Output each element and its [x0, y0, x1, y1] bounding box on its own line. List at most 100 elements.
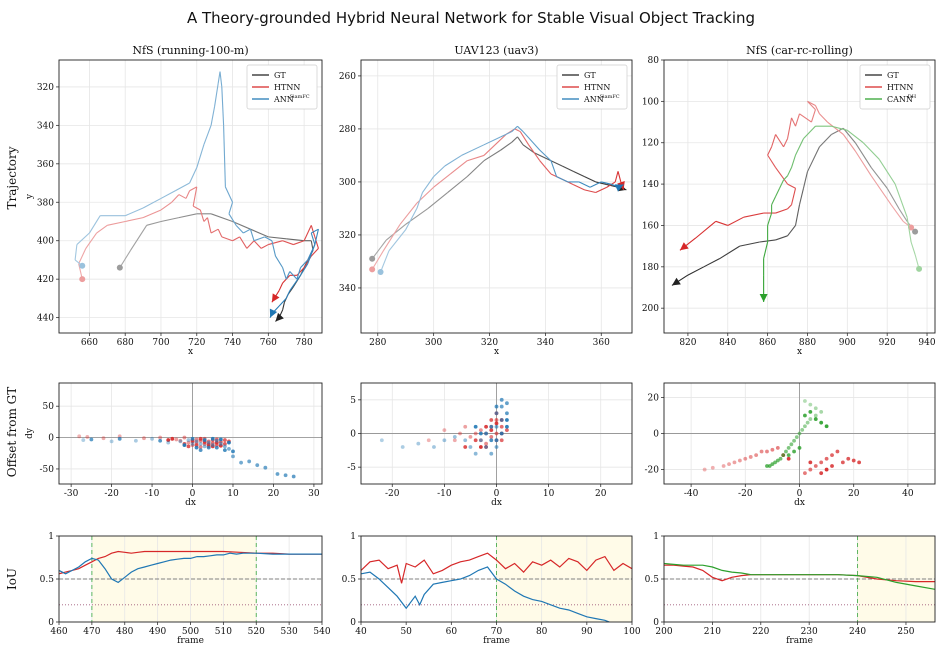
trajectory-segment-htnn — [528, 144, 541, 162]
scatter-point-htnn — [186, 444, 191, 449]
scatter-point-ann — [202, 438, 207, 442]
x-tick-label: 30 — [308, 489, 320, 499]
trajectory-segment-gt — [806, 146, 820, 172]
trajectory-segment-ann — [196, 144, 205, 168]
y-tick-label: 0.5 — [645, 575, 660, 585]
x-tick-label: 50 — [400, 627, 412, 637]
trajectory-segment-htnn — [246, 240, 255, 249]
axes-frame — [58, 59, 323, 334]
y-tick-label: 80 — [648, 56, 660, 66]
scatter-point-htnn — [786, 456, 791, 461]
y-tick-label: 1 — [48, 532, 54, 542]
trajectory-segment-htnn — [842, 134, 856, 152]
scatter-point-htnn — [198, 445, 203, 449]
trajectory-segment-ann — [223, 125, 226, 187]
trajectory-segment-ann — [285, 271, 291, 280]
scatter-point-cann — [797, 431, 802, 436]
trajectory-segment-cann — [771, 196, 777, 206]
trajectory-segment-gt — [511, 136, 518, 143]
trajectory-segment-gt — [561, 165, 574, 172]
scatter-point-htnn — [478, 445, 483, 449]
trajectory-segment-gt — [178, 213, 197, 219]
trajectory-segment-gt — [405, 207, 429, 225]
scatter-point-htnn — [170, 436, 175, 441]
trajectory-segment-htnn — [314, 236, 319, 249]
trajectory-segment-cann — [783, 175, 788, 181]
y-tick-label: 50 — [43, 402, 55, 412]
trajectory-segment-ann — [203, 125, 212, 145]
x-tick-label: -20 — [738, 489, 753, 499]
y-tick-label: 0 — [653, 430, 659, 440]
trajectory-segment-cann — [878, 158, 896, 185]
scatter-point-ann — [478, 431, 483, 436]
scatter-point-ann — [239, 460, 243, 465]
scatter-point-htnn — [857, 460, 862, 465]
trajectory-segment-htnn — [199, 209, 205, 222]
scatter-point-ann — [283, 473, 288, 478]
trajectory-segment-htnn — [775, 134, 785, 148]
trajectory-segment-gt — [886, 187, 900, 210]
trajectory-end-arrow-cann — [759, 293, 768, 302]
trajectory-segment-gt — [775, 235, 788, 241]
trajectory-segment-gt — [371, 239, 387, 260]
y-tick-label: 5 — [350, 396, 356, 406]
trajectory-segment-ann — [224, 186, 234, 203]
trajectory-segment-gt — [870, 167, 888, 189]
y-tick-label: 280 — [339, 125, 356, 135]
trajectory-segment-htnn — [854, 150, 872, 177]
scatter-point-ann — [473, 424, 478, 429]
trajectory-start-gt — [116, 264, 123, 271]
trajectory-segment-ann — [556, 176, 568, 183]
scatter-point-htnn — [484, 424, 488, 429]
trajectory-segment-ann — [416, 192, 423, 209]
trajectory-segment-cann — [862, 142, 880, 160]
legend-label: HTNN — [584, 83, 610, 92]
trajectory-segment-htnn — [787, 204, 792, 210]
trajectory-start-htnn — [908, 224, 915, 231]
trajectory-segment-gt — [550, 160, 563, 167]
x-tick-label: 20 — [268, 489, 280, 499]
legend-label: GT — [887, 71, 899, 80]
trajectory-segment-htnn — [399, 202, 418, 225]
scatter-point-htnn — [489, 428, 494, 433]
scatter-point-ann — [494, 445, 499, 449]
x-axis-label: frame — [483, 636, 510, 646]
trajectory-end-arrow-ann — [614, 184, 624, 192]
x-tick-label: 700 — [152, 338, 169, 348]
legend-label-superscript: DH — [908, 94, 917, 100]
trajectory-segment-ann — [264, 236, 273, 242]
scatter-point-ann — [494, 411, 499, 416]
x-tick-label: 940 — [918, 338, 935, 348]
trajectory-segment-ann — [219, 71, 223, 87]
scatter-point-htnn — [824, 456, 829, 461]
scatter-point-htnn — [463, 424, 468, 429]
row-label-iou: IoU — [5, 568, 19, 590]
y-tick-label: 400 — [37, 237, 54, 247]
scatter-point-ann — [166, 440, 171, 445]
scatter-point-htnn — [222, 438, 227, 442]
scatter-point-ann — [194, 439, 199, 444]
trajectory-segment-ann — [142, 197, 162, 209]
scatter-point-htnn — [473, 431, 478, 436]
trajectory-segment-htnn — [310, 248, 319, 257]
scatter-point-htnn — [737, 458, 742, 463]
trajectory-segment-htnn — [466, 154, 485, 162]
x-tick-label: 490 — [149, 627, 166, 637]
trajectory-segment-cann — [910, 241, 916, 255]
scatter-point-htnn — [142, 436, 146, 441]
x-tick-label: 840 — [719, 338, 736, 348]
x-tick-label: 360 — [593, 338, 610, 348]
scatter-point-cann — [797, 446, 802, 450]
scatter-point-htnn — [190, 443, 195, 448]
scatter-point-htnn — [851, 458, 856, 463]
scatter-point-cann — [819, 409, 824, 414]
x-tick-label: 60 — [446, 627, 458, 637]
trajectory-segment-htnn — [253, 240, 262, 249]
scatter-point-htnn — [473, 438, 478, 443]
trajectory-segment-gt — [385, 223, 407, 241]
scatter-point-ann — [463, 438, 468, 443]
scatter-point-ann — [214, 445, 219, 450]
trajectory-segment-ann — [88, 215, 101, 234]
scatter-point-ann — [263, 465, 268, 470]
trajectory-segment-ann — [461, 144, 485, 156]
